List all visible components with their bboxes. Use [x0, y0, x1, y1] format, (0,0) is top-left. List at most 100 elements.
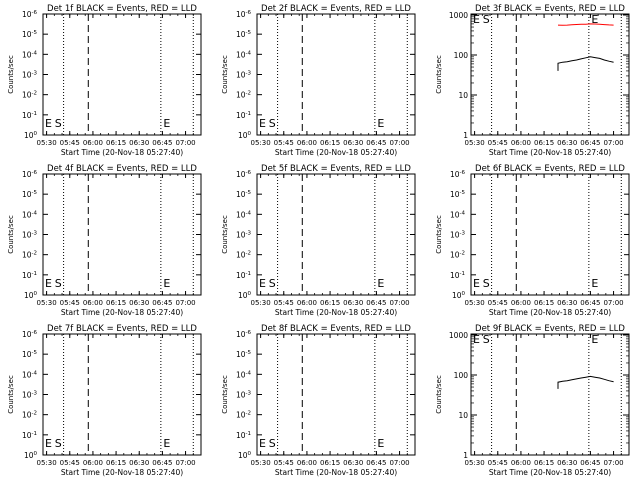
x-tick-label: 05:45 — [274, 139, 294, 147]
x-tick-label: 05:30 — [251, 299, 271, 307]
x-tick-label: 06:45 — [366, 299, 386, 307]
marker-e: E — [377, 117, 384, 130]
x-tick-label: 07:00 — [389, 299, 409, 307]
y-tick-label: 10-5 — [236, 350, 252, 359]
x-tick-label: 06:30 — [343, 459, 363, 467]
marker-e: E — [259, 117, 266, 130]
x-tick-label: 06:00 — [297, 299, 317, 307]
plot-frame — [42, 13, 202, 136]
x-tick-label: 06:15 — [534, 459, 554, 467]
panel-det-4: Det 4f BLACK = Events, RED = LLD Counts/s… — [7, 164, 202, 317]
marker-e: E — [473, 333, 480, 346]
marker-e: E — [45, 117, 52, 130]
marker-e: E — [45, 277, 52, 290]
x-tick-label: 06:15 — [320, 139, 340, 147]
x-tick-label: 05:45 — [488, 299, 508, 307]
y-tick-label: 10-2 — [22, 91, 37, 100]
x-tick-label: 06:15 — [106, 459, 126, 467]
y-axis-label: Counts/sec — [435, 55, 443, 94]
x-tick-label: 06:15 — [106, 139, 126, 147]
series-line — [557, 56, 614, 71]
y-tick-label: 10-2 — [22, 251, 37, 260]
x-tick-label: 06:30 — [343, 139, 363, 147]
marker-s: S — [269, 117, 276, 130]
x-tick-label: 06:30 — [343, 299, 363, 307]
y-tick-label: 10-4 — [22, 370, 38, 379]
marker-e: E — [163, 277, 170, 290]
y-axis-label: Counts/sec — [435, 375, 443, 414]
x-axis-label: Start Time (20-Nov-18 05:27:40) — [489, 148, 611, 157]
chart-title: Det 3f BLACK = Events, RED = LLD — [475, 4, 625, 14]
x-axis-label: Start Time (20-Nov-18 05:27:40) — [61, 148, 183, 157]
x-tick-label: 06:45 — [152, 299, 172, 307]
panel-det-7: Det 7f BLACK = Events, RED = LLD Counts/s… — [7, 324, 202, 477]
marker-s: S — [483, 333, 490, 346]
y-tick-label: 10 — [458, 91, 468, 100]
x-tick-label: 07:00 — [175, 139, 195, 147]
x-tick-label: 06:15 — [106, 299, 126, 307]
y-tick-label: 10-2 — [22, 411, 37, 420]
x-axis-label: Start Time (20-Nov-18 05:27:40) — [489, 308, 611, 317]
x-tick-label: 07:00 — [175, 459, 195, 467]
x-tick-label: 05:30 — [37, 459, 57, 467]
x-tick-label: 06:45 — [152, 459, 172, 467]
x-tick-label: 06:00 — [511, 139, 531, 147]
chart-title: Det 6f BLACK = Events, RED = LLD — [475, 164, 625, 174]
y-tick-label: 10-6 — [22, 10, 38, 19]
marker-e: E — [591, 333, 598, 346]
x-tick-label: 06:00 — [297, 139, 317, 147]
x-tick-label: 05:45 — [488, 139, 508, 147]
x-tick-label: 06:15 — [534, 299, 554, 307]
y-tick-label: 10-5 — [236, 30, 252, 39]
x-tick-label: 06:00 — [83, 139, 103, 147]
y-tick-label: 10-6 — [22, 330, 38, 339]
y-tick-label: 10-5 — [450, 190, 466, 199]
y-tick-label: 10-4 — [22, 210, 38, 219]
x-tick-label: 06:30 — [129, 459, 149, 467]
x-tick-label: 06:30 — [557, 459, 577, 467]
y-tick-label: 1 — [463, 131, 468, 140]
plot-frame — [42, 173, 202, 296]
y-tick-label: 10-6 — [450, 170, 466, 179]
x-tick-label: 06:45 — [366, 139, 386, 147]
x-tick-label: 06:45 — [580, 139, 600, 147]
plot-frame — [470, 333, 630, 456]
y-tick-label: 10-2 — [450, 251, 465, 260]
plot-frame — [470, 173, 630, 296]
x-tick-label: 07:00 — [603, 139, 623, 147]
y-tick-label: 10-6 — [22, 170, 38, 179]
panel-det-2: Det 2f BLACK = Events, RED = LLD Counts/s… — [221, 4, 416, 157]
marker-e: E — [591, 277, 598, 290]
marker-s: S — [483, 277, 490, 290]
y-tick-label: 10-5 — [22, 350, 38, 359]
y-tick-label: 10-4 — [450, 210, 466, 219]
y-tick-label: 1000 — [449, 331, 468, 340]
x-tick-label: 05:45 — [488, 459, 508, 467]
x-tick-label: 05:30 — [465, 459, 485, 467]
panel-det-5: Det 5f BLACK = Events, RED = LLD Counts/s… — [221, 164, 416, 317]
y-tick-label: 100 — [24, 291, 38, 300]
x-tick-label: 06:00 — [83, 299, 103, 307]
y-tick-label: 10-1 — [22, 431, 37, 440]
panel-det-6: Det 6f BLACK = Events, RED = LLD Counts/s… — [435, 164, 630, 317]
plot-frame — [470, 13, 630, 136]
marker-e: E — [473, 277, 480, 290]
panel-det-8: Det 8f BLACK = Events, RED = LLD Counts/s… — [221, 324, 416, 477]
y-tick-label: 10-2 — [236, 411, 251, 420]
marker-e: E — [163, 117, 170, 130]
x-axis-label: Start Time (20-Nov-18 05:27:40) — [275, 308, 397, 317]
x-tick-label: 05:30 — [465, 299, 485, 307]
marker-s: S — [483, 13, 490, 26]
series-line — [557, 23, 614, 26]
plot-frame — [256, 333, 416, 456]
y-tick-label: 10-6 — [236, 10, 252, 19]
y-tick-label: 10-4 — [236, 370, 252, 379]
y-axis-label: Counts/sec — [435, 215, 443, 254]
x-tick-label: 06:30 — [557, 299, 577, 307]
x-tick-label: 06:00 — [511, 299, 531, 307]
y-tick-label: 100 — [238, 131, 252, 140]
y-tick-label: 10-3 — [22, 71, 38, 80]
marker-s: S — [55, 277, 62, 290]
x-tick-label: 07:00 — [603, 459, 623, 467]
